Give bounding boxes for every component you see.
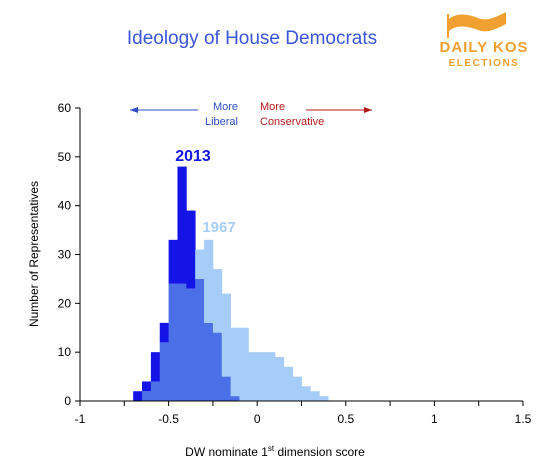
- bar-2013: [186, 210, 196, 289]
- more-conservative-line-2: Conservative: [260, 116, 324, 128]
- bar-2013: [177, 166, 187, 284]
- x-tick-label: -0.5: [158, 412, 179, 426]
- x-tick-label: -1: [75, 412, 86, 426]
- series-label-2013: 2013: [175, 148, 211, 165]
- bar-1967: [283, 366, 294, 401]
- y-tick-label: 20: [58, 296, 72, 310]
- more-conservative-annotation: More Conservative: [260, 101, 372, 128]
- x-tick-label: 0.5: [337, 412, 354, 426]
- bar-2013: [142, 381, 152, 392]
- more-liberal-annotation: More Liberal: [130, 101, 238, 128]
- bar-overlap: [212, 332, 223, 401]
- x-axis-label-rest: dimension score: [274, 445, 365, 459]
- y-tick-label: 30: [58, 248, 72, 262]
- bar-1967: [230, 327, 240, 397]
- bar-overlap: [230, 396, 240, 401]
- bar-overlap: [168, 283, 178, 401]
- y-tick-label: 60: [58, 101, 72, 115]
- y-tick-label: 40: [58, 199, 72, 213]
- bar-overlap: [142, 391, 152, 401]
- bar-1967: [204, 239, 214, 323]
- x-axis-label-sup: st: [268, 444, 275, 453]
- x-tick-label: 0: [254, 412, 261, 426]
- bar-1967: [310, 391, 320, 401]
- bar-2013: [159, 322, 169, 343]
- y-tick-label: 50: [58, 150, 72, 164]
- chart-title: Ideology of House Democrats: [127, 28, 377, 49]
- bar-1967: [274, 357, 285, 401]
- bar-1967: [239, 327, 249, 401]
- x-axis-label: DW nominate 1st dimension score: [185, 444, 365, 459]
- bar-1967: [292, 376, 302, 401]
- more-liberal-line-1: More: [213, 101, 238, 113]
- bar-1967: [257, 352, 267, 401]
- bar-1967: [319, 396, 329, 401]
- bar-overlap: [221, 376, 232, 401]
- bar-2013: [168, 239, 178, 284]
- bar-1967: [212, 269, 223, 333]
- bar-overlap: [150, 381, 161, 401]
- bar-1967: [248, 352, 258, 401]
- axes: 0 10 20 30 40 50 60 -1 -0.5 0 0.5 1 1.5: [58, 101, 532, 426]
- bar-2013: [150, 352, 161, 382]
- bar-overlap: [186, 288, 196, 401]
- bar-overlap: [159, 342, 169, 401]
- bar-2013: [133, 391, 143, 401]
- series-label-1967: 1967: [202, 219, 235, 236]
- y-tick-label: 10: [58, 345, 72, 359]
- bar-1967: [301, 386, 311, 401]
- histogram-bars: [133, 166, 329, 401]
- more-liberal-line-2: Liberal: [205, 116, 238, 128]
- flag-icon: [447, 12, 506, 38]
- y-tick-label: 0: [64, 394, 71, 408]
- bar-1967: [266, 352, 276, 401]
- x-tick-label: 1.5: [515, 412, 532, 426]
- bar-overlap: [195, 278, 205, 401]
- bar-1967: [195, 249, 205, 279]
- bar-overlap: [204, 322, 214, 401]
- logo-line-2: ELECTIONS: [449, 58, 520, 69]
- logo-line-1: DAILY KOS: [439, 39, 528, 56]
- y-axis-label: Number of Representatives: [27, 181, 41, 327]
- x-axis-label-main: DW nominate 1: [185, 445, 268, 459]
- bar-1967: [221, 293, 232, 377]
- bar-overlap: [177, 283, 187, 401]
- more-conservative-line-1: More: [260, 101, 285, 113]
- daily-kos-elections-logo: DAILY KOS ELECTIONS: [439, 12, 528, 69]
- x-tick-label: 1: [431, 412, 438, 426]
